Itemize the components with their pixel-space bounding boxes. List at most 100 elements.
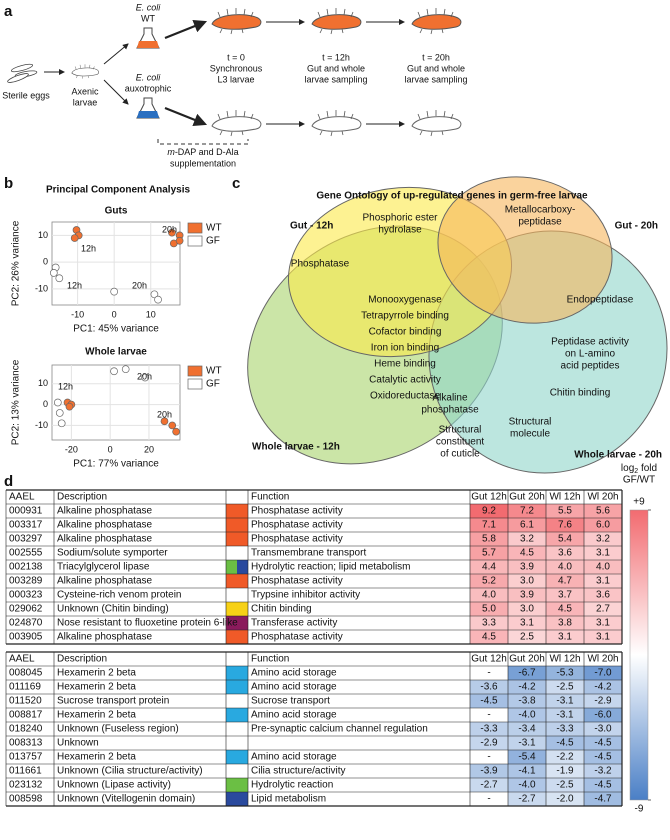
heat-cell [470,518,508,532]
heat-cell [470,722,508,736]
cell-function: Pre-synaptic calcium channel regulation [251,724,428,735]
cell-aael: 003297 [9,534,43,545]
cell-value: 4.4 [482,562,496,573]
caption: E. coli [136,2,162,12]
heat-cell [584,518,622,532]
heat-cell [584,630,622,644]
cell-function: Phosphatase activity [251,632,343,643]
cell-description: Triacylglycerol lipase [57,562,150,573]
heat-cell [508,680,546,694]
cell-value: 3.1 [596,618,610,629]
cell-function: Transferase activity [251,618,337,629]
point [57,419,66,428]
caption: m [167,147,175,157]
cell-description: Nose resistant to fluoxetine protein 6-l… [57,618,238,629]
column-header: Description [57,654,107,665]
cell-function: Trypsine inhibitor activity [251,590,360,601]
larva-wt [311,7,362,35]
cell-aael: 003317 [9,520,43,531]
heat-cell [546,708,584,722]
caption: larvae sampling [304,74,367,84]
venn-term: Endopeptidase [567,295,634,306]
venn-term: on L-amino [565,349,615,360]
cell-value: 5.6 [596,506,610,517]
venn-term: Oxidoreductase [370,391,440,402]
heat-cell [546,778,584,792]
cell-description: Unknown (Vitellogenin domain) [57,794,195,805]
annotation: 20h [137,371,152,381]
heat-cell [584,736,622,750]
venn-term: Chitin binding [550,388,611,399]
arrow [164,106,208,127]
x-axis-label: PC1: 77% variance [73,459,159,470]
caption: t = 20h [422,52,450,62]
heat-cell [546,602,584,616]
larva-wt [211,7,262,35]
cell-value: -4.0 [518,710,536,721]
function-swatch [226,574,248,588]
cell-value: -4.5 [556,738,574,749]
flask-wt-liquid [137,41,159,48]
annotation: 12h [81,243,96,253]
heat-cell [508,532,546,546]
cell-value: 5.4 [558,534,572,545]
x-tick-label: 0 [112,309,117,319]
cell-value: -6.0 [594,710,612,721]
column-header: Gut 12h [471,654,507,665]
cell-value: 5.7 [482,548,496,559]
y-tick-label: 0 [43,257,48,267]
heat-cell [508,616,546,630]
cell-description: Sodium/solute symporter [57,548,168,559]
cell-value: -4.5 [594,780,612,791]
point [70,234,79,242]
cell-value: 7.2 [520,506,534,517]
heat-cell [546,616,584,630]
heat-cell [508,778,546,792]
cell-function: Amino acid storage [251,668,337,679]
cell-aael: 011169 [9,682,41,693]
larva-icon [71,64,99,79]
cell-description: Alkaline phosphatase [57,576,153,587]
function-swatch [226,630,248,644]
cell-value: -3.8 [518,696,536,707]
point [154,295,162,304]
cell-value: -4.5 [594,752,612,763]
caption: t = 0 [227,52,245,62]
venn-term: Monooxygenase [368,295,442,306]
cell-value: 4.0 [596,562,610,573]
caption: supplementation [170,158,236,168]
cell-function: Phosphatase activity [251,506,343,517]
cell-description: Alkaline phosphatase [57,520,153,531]
heat-cell [584,588,622,602]
cell-function: Lipid metabolism [251,794,326,805]
cell-description: Hexamerin 2 beta [57,682,136,693]
cell-value: -5.4 [518,752,536,763]
venn-term: phosphatase [421,405,479,416]
venn [247,176,668,474]
venn-term: Cofactor binding [369,327,442,338]
heat-cell [470,532,508,546]
colorbar-tick-label: +9 [633,497,645,508]
cell-aael: 002138 [9,562,43,573]
point [172,427,180,436]
caption: Sterile eggs [2,90,50,100]
arrow [103,43,129,65]
panel-label: d [4,473,13,490]
column-header: Wl 12h [549,492,580,503]
cell-value: 7.1 [482,520,496,531]
heat-cell [546,722,584,736]
cell-value: 3.3 [482,618,496,629]
cell-function: Transmembrane transport [251,548,366,559]
cell-aael: 023132 [9,780,43,791]
heat-cell [584,602,622,616]
venn-term: molecule [510,429,550,440]
column-header: Function [251,492,289,503]
cell-description: Sucrose transport protein [57,696,169,707]
venn-set-label: Whole larvae - 12h [252,442,340,453]
larva-wt [411,7,462,35]
cell-description: Hexamerin 2 beta [57,710,136,721]
cell-aael: 008598 [9,794,43,805]
cell-aael: 002555 [9,548,43,559]
heat-cell [546,588,584,602]
colorbar-title: fold [638,463,657,474]
